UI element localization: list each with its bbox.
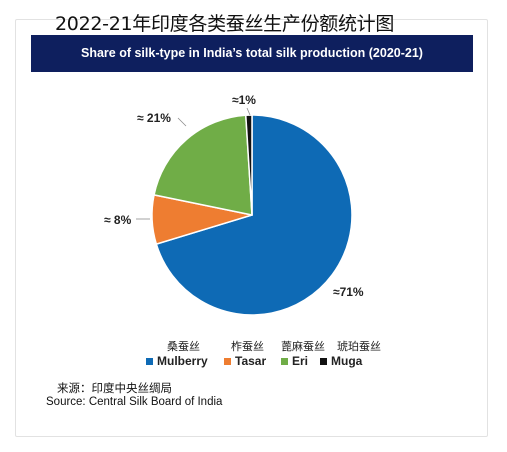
legend-cn-label-tasar: 柞蚕丝 <box>231 340 264 353</box>
legend-item-muga: Muga <box>320 354 362 368</box>
legend-label-mulberry: Mulberry <box>157 354 208 368</box>
legend-swatch-eri <box>281 357 288 365</box>
legend-item-mulberry: Mulberry <box>146 354 208 368</box>
leader-line-muga <box>246 107 251 116</box>
legend-cn-label-mulberry: 桑蚕丝 <box>167 340 200 353</box>
page-title: 2022-21年印度各类蚕丝生产份额统计图 <box>55 13 395 35</box>
legend-swatch-mulberry <box>146 357 153 365</box>
data-label-eri: ≈ 21% <box>137 111 171 125</box>
pie-slice-mulberry <box>155 114 353 316</box>
chart-title-banner: Share of silk-type in India’s total silk… <box>31 35 473 72</box>
legend-item-tasar: Tasar <box>224 354 266 368</box>
legend-swatch-tasar <box>224 357 231 365</box>
pie-slice-eri <box>153 114 253 216</box>
legend-label-eri: Eri <box>292 354 309 368</box>
legend-label-muga: Muga <box>331 354 363 368</box>
data-label-mulberry: ≈71% <box>333 285 364 299</box>
source-en: Source: Central Silk Board of India <box>46 396 223 408</box>
legend-cn-label-eri: 蓖麻蚕丝 <box>281 340 325 353</box>
leader-line-eri <box>177 117 187 127</box>
data-label-tasar: ≈ 8% <box>104 213 132 227</box>
legend-item-eri: Eri <box>281 354 308 368</box>
legend-label-tasar: Tasar <box>235 354 267 368</box>
chart-title: Share of silk-type in India’s total silk… <box>81 46 423 60</box>
data-label-muga: ≈1% <box>232 93 256 107</box>
legend-swatch-muga <box>320 357 327 365</box>
pie-slice-muga <box>244 114 253 216</box>
source-cn: 来源：印度中央丝绸局 <box>57 381 172 395</box>
legend-cn-label-muga: 琥珀蚕丝 <box>337 340 381 353</box>
